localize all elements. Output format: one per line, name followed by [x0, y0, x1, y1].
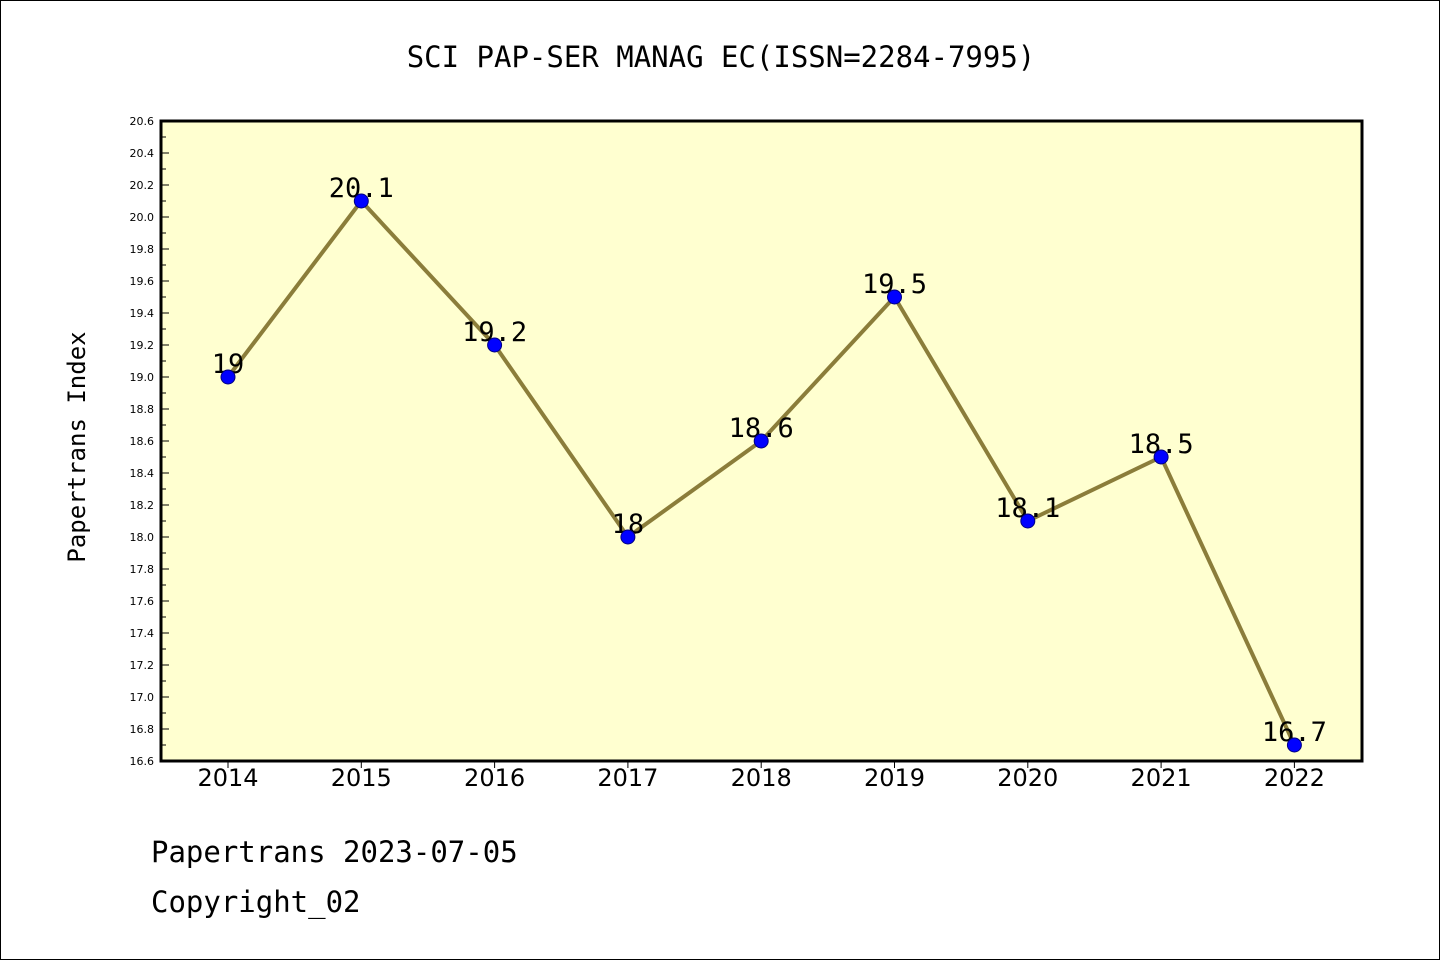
data-point: [487, 337, 503, 353]
data-point: [753, 433, 769, 449]
y-tick-label: 19.6: [130, 275, 155, 288]
x-tick-label: 2017: [597, 764, 658, 792]
y-tick-label: 16.6: [130, 755, 155, 768]
chart-title: SCI PAP-SER MANAG EC(ISSN=2284-7995): [407, 40, 1036, 74]
x-tick-label: 2018: [731, 764, 792, 792]
x-axis-ticks: 2014 2015 2016 2017 2018 2019 2020 2021 2022: [197, 761, 1325, 792]
x-tick-label: 2015: [331, 764, 392, 792]
x-tick-label: 2014: [197, 764, 258, 792]
data-point: [620, 529, 636, 545]
y-tick-label: 20.2: [130, 179, 155, 192]
y-tick-label: 17.6: [130, 595, 155, 608]
y-tick-label: 20.0: [130, 211, 155, 224]
x-tick-label: 2021: [1131, 764, 1192, 792]
data-point: [887, 289, 902, 305]
y-tick-label: 18.6: [130, 435, 155, 448]
y-tick-label: 17.2: [130, 659, 155, 672]
y-axis-ticks: 16.6 16.8 17.0 17.2 17.4 17.6 17.8 18.0 18.2 18.4…: [130, 115, 169, 768]
y-tick-label: 20.4: [130, 147, 155, 160]
y-axis-label: Papertrans Index: [63, 331, 91, 562]
y-tick-label: 18.8: [130, 403, 155, 416]
y-tick-label: 16.8: [130, 723, 155, 736]
y-tick-label: 18.4: [130, 467, 155, 480]
footer-date: Papertrans 2023-07-05: [151, 835, 518, 869]
y-tick-label: 19.0: [130, 371, 155, 384]
y-tick-label: 19.2: [130, 339, 155, 352]
data-point: [1153, 449, 1169, 465]
y-tick-label: 18.0: [130, 531, 155, 544]
data-point: [353, 193, 369, 209]
x-tick-label: 2020: [997, 764, 1058, 792]
y-tick-label: 18.2: [130, 499, 155, 512]
y-tick-label: 17.4: [130, 627, 155, 640]
data-point: [1020, 513, 1036, 529]
y-tick-label: 19.8: [130, 243, 155, 256]
x-tick-label: 2016: [464, 764, 525, 792]
y-tick-label: 20.6: [130, 115, 155, 128]
x-tick-label: 2022: [1264, 764, 1325, 792]
y-tick-label: 19.4: [130, 307, 155, 320]
footer-copyright: Copyright_02: [151, 885, 361, 919]
x-tick-label: 2019: [864, 764, 925, 792]
y-tick-label: 17.8: [130, 563, 155, 576]
data-point: [220, 369, 236, 385]
y-tick-label: 17.0: [130, 691, 155, 704]
data-point: [1286, 737, 1302, 753]
